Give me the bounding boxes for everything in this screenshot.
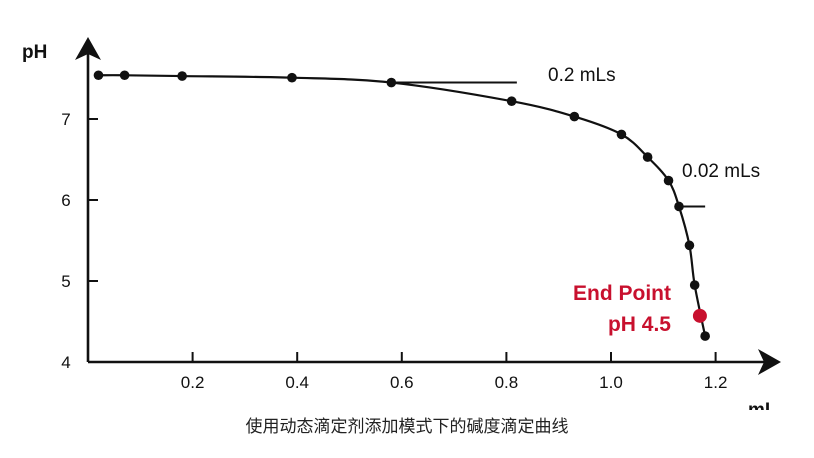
data-point (287, 72, 297, 83)
y-tick-label: 7 (61, 110, 70, 129)
y-ticks: 4 5 6 7 (61, 110, 98, 372)
x-axis-arrow (758, 349, 781, 375)
chart-caption: 使用动态滴定剂添加模式下的碱度滴定曲线 (245, 417, 569, 437)
x-tick-label: 1.0 (599, 373, 623, 392)
data-point (674, 201, 684, 212)
annotation-lines (391, 81, 706, 208)
data-point (700, 331, 710, 341)
y-tick-label: 6 (61, 191, 70, 210)
data-point (93, 70, 104, 81)
end-point-label: End Point (573, 282, 671, 305)
x-ticks: 0.2 0.4 0.6 0.8 1.0 1.2 (181, 352, 728, 392)
chart-axes (75, 37, 781, 375)
data-point (386, 77, 397, 88)
y-tick-label: 4 (61, 353, 70, 372)
data-point (642, 152, 653, 162)
data-point (689, 280, 700, 290)
annotation-0-02-mls: 0.02 mLs (682, 161, 760, 182)
y-tick-label: 5 (61, 272, 70, 291)
data-point (569, 111, 580, 122)
x-tick-label: 0.8 (495, 373, 519, 392)
y-axis-arrow (75, 37, 101, 60)
data-point (177, 71, 187, 81)
data-point (616, 129, 627, 140)
titration-chart: pH mL 0.2 0.4 0.6 0.8 1.0 1.2 4 5 6 7 0.2 mLs 0.… (22, 37, 781, 410)
annotation-0-2-mls: 0.2 mLs (548, 65, 616, 86)
data-point (684, 240, 695, 251)
end-point-ph-label: pH 4.5 (608, 313, 671, 336)
x-tick-label: 0.4 (285, 373, 309, 392)
data-points (93, 70, 710, 341)
y-axis-label: pH (22, 42, 47, 63)
x-axis-label: mL (748, 400, 777, 410)
data-point (119, 70, 130, 81)
end-point-marker (692, 308, 707, 323)
data-point (663, 175, 674, 186)
x-tick-label: 1.2 (704, 373, 728, 392)
x-tick-label: 0.6 (390, 373, 414, 392)
data-point (506, 96, 517, 106)
x-tick-label: 0.2 (181, 373, 205, 392)
